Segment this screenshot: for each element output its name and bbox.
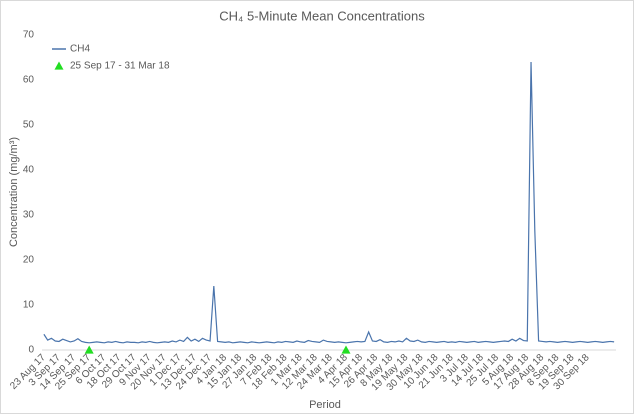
- chart-title: CH₄ 5-Minute Mean Concentrations: [219, 8, 425, 23]
- y-axis-label: Concentration (mg/m³): [8, 137, 20, 247]
- y-tick-label: 0: [28, 345, 34, 356]
- legend-label: 25 Sep 17 - 31 Mar 18: [70, 61, 170, 72]
- y-tick-label: 20: [23, 255, 35, 266]
- y-tick-label: 50: [23, 120, 35, 131]
- y-tick-label: 10: [23, 300, 35, 311]
- marker: [84, 345, 94, 354]
- y-tick-label: 40: [23, 165, 35, 176]
- marker: [341, 345, 351, 354]
- x-axis-label: Period: [309, 399, 341, 411]
- y-tick-label: 70: [23, 30, 35, 41]
- y-tick-label: 30: [23, 210, 35, 221]
- legend-label: CH4: [70, 44, 90, 55]
- y-tick-label: 60: [23, 75, 35, 86]
- legend-marker: [54, 61, 64, 70]
- data-line: [43, 61, 615, 344]
